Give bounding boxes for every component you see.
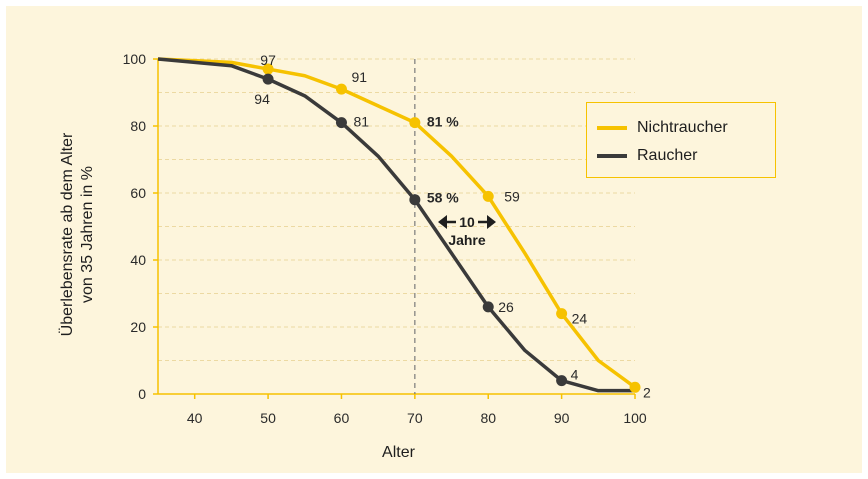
legend-swatch-raucher bbox=[597, 154, 627, 158]
x-tick-label: 90 bbox=[554, 410, 570, 426]
y-tick-label: 60 bbox=[130, 185, 146, 201]
nichtraucher-point bbox=[482, 190, 494, 202]
nichtraucher-data-label: 2 bbox=[643, 384, 651, 400]
raucher-series-line bbox=[157, 57, 635, 393]
raucher-point bbox=[409, 194, 421, 206]
raucher-point bbox=[556, 375, 568, 387]
nichtraucher-point bbox=[556, 308, 568, 320]
y-axis-title-line1: Überlebensrate ab dem Alter bbox=[58, 132, 76, 336]
nichtraucher-data-label: 91 bbox=[351, 69, 367, 85]
chart-legend: Nichtraucher Raucher bbox=[586, 102, 776, 178]
x-tick-label: 40 bbox=[187, 410, 203, 426]
x-axis-title: Alter bbox=[382, 444, 416, 461]
y-tick-label: 100 bbox=[123, 51, 147, 67]
nichtraucher-data-label: 24 bbox=[572, 311, 588, 327]
y-axis-title-line2: von 35 Jahren in % bbox=[79, 166, 96, 303]
y-tick-label: 0 bbox=[138, 386, 146, 402]
x-tick-label: 80 bbox=[480, 410, 496, 426]
raucher-data-label: 26 bbox=[498, 299, 514, 315]
y-tick-label: 20 bbox=[130, 319, 146, 335]
x-tick-label: 70 bbox=[407, 410, 423, 426]
legend-label-raucher: Raucher bbox=[637, 147, 698, 164]
y-tick-label: 40 bbox=[130, 252, 146, 268]
x-tick-label: 60 bbox=[334, 410, 350, 426]
nichtraucher-data-label: 59 bbox=[504, 188, 520, 204]
raucher-data-label: 4 bbox=[571, 367, 579, 383]
y-tick-label: 80 bbox=[130, 118, 146, 134]
nichtraucher-series-line bbox=[157, 57, 637, 389]
nichtraucher-point bbox=[409, 117, 421, 129]
raucher-point bbox=[262, 73, 274, 85]
nichtraucher-data-label: 81 % bbox=[427, 114, 459, 130]
x-tick-label: 50 bbox=[260, 410, 276, 426]
legend-item-nichtraucher: Nichtraucher bbox=[597, 117, 728, 139]
nichtraucher-point bbox=[262, 63, 274, 75]
nichtraucher-data-label: 97 bbox=[260, 52, 276, 68]
legend-item-raucher: Raucher bbox=[597, 145, 697, 167]
raucher-point bbox=[482, 301, 494, 313]
chart-panel bbox=[6, 6, 862, 473]
legend-swatch-nichtraucher bbox=[597, 126, 627, 130]
gap-annotation-number: 10 bbox=[459, 214, 475, 230]
x-tick-label: 100 bbox=[623, 410, 647, 426]
gap-arrow-left-head bbox=[438, 215, 447, 229]
gap-arrow-right-head bbox=[487, 215, 496, 229]
nichtraucher-point bbox=[629, 381, 641, 393]
raucher-point bbox=[335, 117, 347, 129]
raucher-data-label: 81 bbox=[353, 114, 369, 130]
raucher-data-label: 58 % bbox=[427, 190, 459, 206]
legend-label-nichtraucher: Nichtraucher bbox=[637, 119, 728, 136]
nichtraucher-point bbox=[335, 83, 347, 95]
gap-annotation-unit: Jahre bbox=[448, 232, 486, 248]
raucher-data-label: 94 bbox=[254, 91, 270, 107]
